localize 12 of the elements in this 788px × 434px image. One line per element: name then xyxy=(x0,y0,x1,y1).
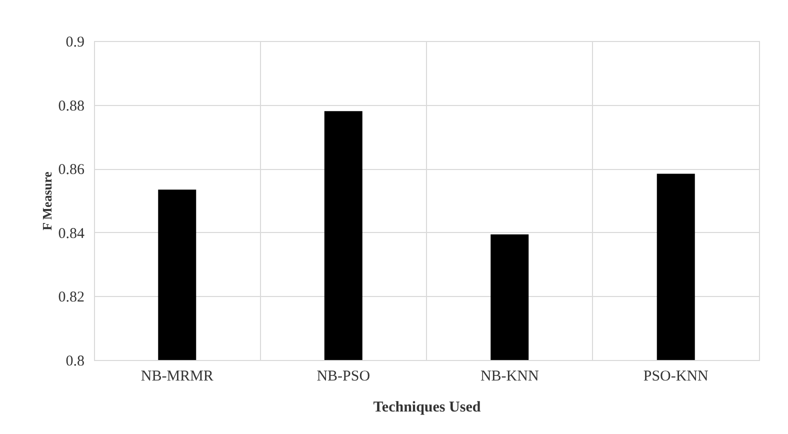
x-tick-label: NB-KNN xyxy=(480,368,539,384)
y-axis-title: F Measure xyxy=(39,171,54,230)
y-tick-label: 0.9 xyxy=(66,34,84,50)
y-tick-label: 0.86 xyxy=(58,162,85,178)
x-tick-label: PSO-KNN xyxy=(643,368,709,384)
y-tick-label: 0.88 xyxy=(58,98,84,114)
y-tick-label: 0.82 xyxy=(58,290,84,306)
y-tick-label: 0.84 xyxy=(58,226,85,242)
x-axis-title: Techniques Used xyxy=(373,400,482,416)
x-tick-label: NB-PSO xyxy=(316,368,370,384)
x-tick-label: NB-MRMR xyxy=(140,368,214,384)
y-tick-label: 0.8 xyxy=(66,354,84,370)
